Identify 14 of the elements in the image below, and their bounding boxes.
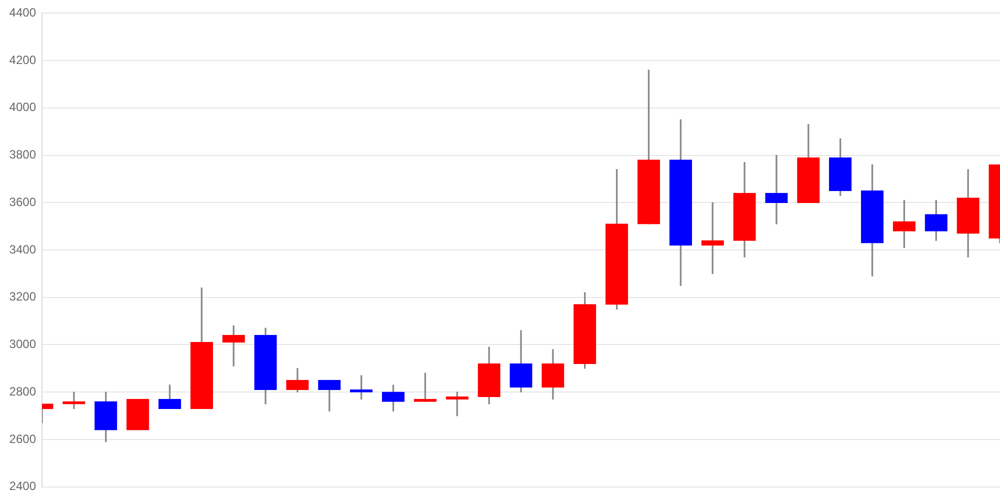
y-tick-label: 3200 bbox=[9, 290, 36, 304]
y-tick-label: 2800 bbox=[9, 384, 36, 398]
y-tick-label: 4200 bbox=[9, 52, 36, 67]
y-tick-label: 2400 bbox=[9, 479, 36, 494]
candlestick bbox=[126, 398, 150, 430]
candlestick bbox=[765, 154, 788, 224]
y-tick-label: 3000 bbox=[9, 337, 36, 352]
y-tick-label: 3600 bbox=[9, 194, 36, 209]
y-tick-label: 4000 bbox=[9, 100, 36, 114]
y-tick-label: 3400 bbox=[9, 242, 36, 256]
candlestick bbox=[62, 392, 86, 409]
y-tick-label: 3800 bbox=[9, 148, 36, 162]
y-tick-label: 2600 bbox=[9, 432, 36, 446]
y-tick-label: 4400 bbox=[9, 6, 36, 20]
